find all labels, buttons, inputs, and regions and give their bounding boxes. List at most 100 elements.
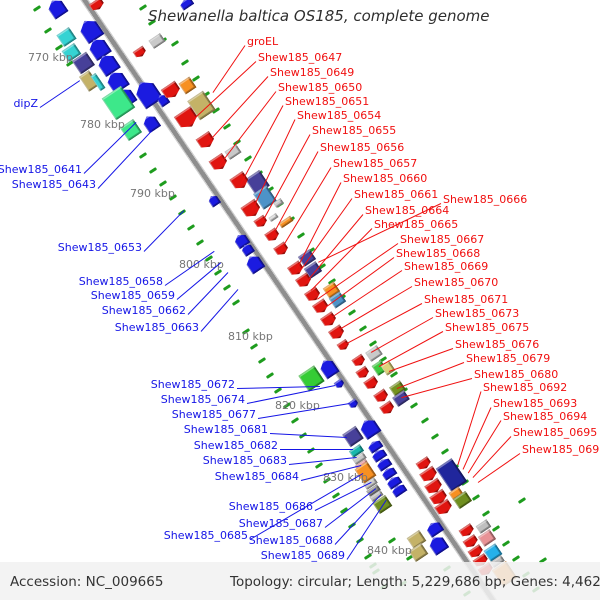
small-feature-marker bbox=[471, 493, 481, 501]
gene-label[interactable]: Shew185_0694 bbox=[503, 410, 588, 423]
small-feature-marker bbox=[409, 401, 419, 409]
leader-line bbox=[378, 330, 444, 367]
gene-label[interactable]: Shew185_0677 bbox=[171, 408, 256, 421]
small-feature-marker bbox=[491, 524, 501, 532]
gene-glyph[interactable] bbox=[45, 0, 68, 20]
gene-label[interactable]: Shew185_0668 bbox=[396, 247, 481, 260]
gene-label[interactable]: Shew185_0654 bbox=[297, 109, 382, 122]
kbp-marker: 810 kbp bbox=[228, 330, 273, 343]
kbp-marker: 790 kbp bbox=[130, 187, 175, 200]
gene-label[interactable]: Shew185_0650 bbox=[278, 81, 363, 94]
gene-label[interactable]: Shew185_0675 bbox=[445, 321, 530, 334]
gene-label[interactable]: Shew185_0653 bbox=[57, 241, 142, 254]
small-feature-marker bbox=[186, 223, 196, 231]
small-feature-marker bbox=[517, 496, 527, 504]
gene-label[interactable]: Shew185_0643 bbox=[11, 178, 96, 191]
gene-label[interactable]: Shew185_0669 bbox=[404, 260, 489, 273]
kbp-marker: 770 kbp bbox=[28, 51, 73, 64]
small-feature-marker bbox=[180, 58, 190, 66]
gene-label[interactable]: Shew185_0680 bbox=[474, 368, 559, 381]
gene-label[interactable]: Shew185_0674 bbox=[160, 393, 245, 406]
kbp-marker: 780 kbp bbox=[80, 118, 125, 131]
gene-label[interactable]: Shew185_0695 bbox=[513, 426, 598, 439]
small-feature-marker bbox=[481, 509, 491, 517]
gene-label[interactable]: Shew185_0662 bbox=[101, 304, 186, 317]
gene-label[interactable]: Shew185_0664 bbox=[365, 204, 450, 217]
small-feature-marker bbox=[290, 416, 300, 424]
small-feature-marker bbox=[387, 536, 397, 544]
small-feature-marker bbox=[358, 324, 368, 332]
small-feature-marker bbox=[257, 356, 267, 364]
small-feature-marker bbox=[191, 74, 201, 82]
gene-glyph[interactable] bbox=[312, 298, 330, 316]
gene-label[interactable]: Shew185_0651 bbox=[285, 95, 370, 108]
gene-label[interactable]: Shew185_0682 bbox=[193, 439, 278, 452]
gene-label[interactable]: Shew185_0686 bbox=[228, 500, 313, 513]
small-feature-marker bbox=[347, 308, 357, 316]
gene-label[interactable]: Shew185_0683 bbox=[202, 454, 287, 467]
gene-label[interactable]: Shew185_0659 bbox=[90, 289, 175, 302]
gene-label[interactable]: Shew185_0676 bbox=[455, 338, 540, 351]
gene-label[interactable]: Shew185_0670 bbox=[414, 276, 499, 289]
gene-label[interactable]: Shew185_0656 bbox=[320, 141, 405, 154]
gene-label[interactable]: Shew185_0660 bbox=[343, 172, 428, 185]
gene-label[interactable]: Shew185_0655 bbox=[312, 124, 397, 137]
gene-label[interactable]: Shew185_0681 bbox=[183, 423, 268, 436]
gene-label[interactable]: Shew185_0687 bbox=[238, 517, 323, 530]
small-feature-marker bbox=[511, 554, 521, 562]
leader-line bbox=[97, 129, 153, 189]
gene-label[interactable]: Shew185_0689 bbox=[260, 549, 345, 562]
small-feature-marker bbox=[265, 371, 275, 379]
gene-label[interactable]: Shew185_0684 bbox=[214, 470, 299, 483]
gene-glyph[interactable] bbox=[267, 212, 279, 222]
status-accession: Accession: NC_009665 bbox=[10, 574, 164, 590]
gene-label[interactable]: Shew185_0658 bbox=[78, 275, 163, 288]
leader-line bbox=[280, 448, 353, 450]
gene-label[interactable]: Shew185_0672 bbox=[150, 378, 235, 391]
gene-label[interactable]: Shew185_0688 bbox=[248, 534, 333, 547]
small-feature-marker bbox=[440, 447, 450, 455]
status-bar: Accession: NC_009665 Topology: circular;… bbox=[0, 562, 600, 600]
gene-label[interactable]: Shew185_0685 bbox=[163, 529, 248, 542]
gene-label[interactable]: Shew185_0667 bbox=[400, 233, 485, 246]
gene-label[interactable]: Shew185_0641 bbox=[0, 163, 82, 176]
status-genome-info: Topology: circular; Length: 5,229,686 bp… bbox=[230, 574, 600, 590]
gene-glyph[interactable] bbox=[148, 32, 166, 50]
gene-label[interactable]: Shew185_0671 bbox=[424, 293, 509, 306]
gene-label[interactable]: groEL bbox=[247, 35, 279, 48]
gene-label[interactable]: dipZ bbox=[13, 97, 38, 110]
small-feature-marker bbox=[158, 179, 168, 187]
small-feature-marker bbox=[138, 3, 148, 11]
leader-line bbox=[335, 285, 413, 332]
gene-glyph[interactable] bbox=[133, 45, 148, 59]
gene-label[interactable]: Shew185_0665 bbox=[374, 218, 459, 231]
leader-line bbox=[295, 181, 342, 271]
small-feature-marker bbox=[249, 342, 259, 350]
gene-label[interactable]: Shew185_0663 bbox=[114, 321, 199, 334]
gene-label[interactable]: Shew185_0657 bbox=[333, 157, 418, 170]
small-feature-marker bbox=[138, 151, 148, 159]
kbp-marker: 840 kbp bbox=[367, 544, 412, 557]
gene-label[interactable]: Shew185_0679 bbox=[466, 352, 551, 365]
gene-glyph[interactable] bbox=[379, 400, 396, 416]
gene-label[interactable]: Shew185_0661 bbox=[354, 188, 439, 201]
gene-glyph[interactable] bbox=[373, 388, 390, 404]
small-feature-marker bbox=[501, 539, 511, 547]
small-feature-marker bbox=[170, 39, 180, 47]
small-feature-marker bbox=[420, 416, 430, 424]
gene-label[interactable]: Shew185_0666 bbox=[443, 193, 528, 206]
gene-label[interactable]: Shew185_0692 bbox=[483, 381, 568, 394]
small-feature-marker bbox=[148, 166, 158, 174]
small-feature-marker bbox=[222, 283, 232, 291]
small-feature-marker bbox=[43, 26, 53, 34]
gene-label[interactable]: Shew185_0649 bbox=[270, 66, 355, 79]
gene-label[interactable]: Shew185_0673 bbox=[435, 307, 520, 320]
gene-glyph[interactable] bbox=[363, 375, 380, 391]
small-feature-marker bbox=[32, 4, 42, 12]
gene-glyph[interactable] bbox=[355, 365, 371, 380]
gene-label[interactable]: Shew185_0693 bbox=[493, 397, 578, 410]
leader-line bbox=[370, 316, 434, 353]
gene-label[interactable]: Shew185_0647 bbox=[258, 51, 343, 64]
gene-label[interactable]: Shew185_0697 bbox=[522, 443, 600, 456]
